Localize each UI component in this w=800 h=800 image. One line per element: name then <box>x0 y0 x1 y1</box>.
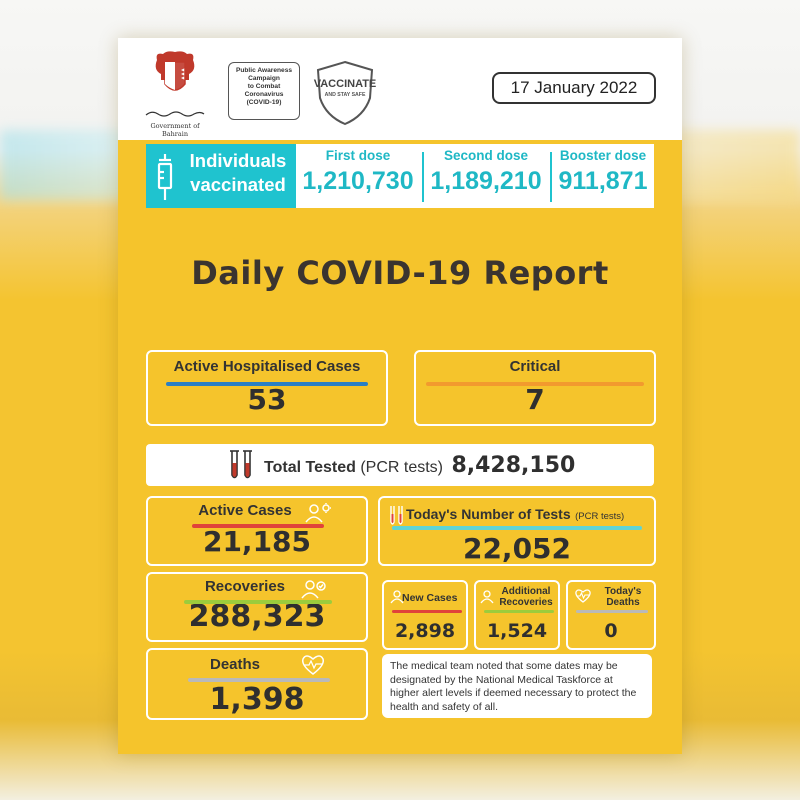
todays-deaths-line2: Deaths <box>606 597 640 608</box>
recoveries-label: Recoveries <box>204 578 286 595</box>
total-tested-sub: (PCR tests) <box>360 459 443 476</box>
report-title: Daily COVID-19 Report <box>191 254 609 292</box>
government-name: Government of Bahrain <box>150 122 200 138</box>
vaccinate-title: VACCINATE <box>313 78 377 90</box>
campaign-line: Campaign <box>248 75 280 82</box>
recoveries-value: 288,323 <box>188 599 326 634</box>
todays-tests-value: 22,052 <box>462 532 572 565</box>
medical-team-note: The medical team noted that some dates m… <box>382 654 652 718</box>
campaign-line: (COVID-19) <box>246 99 282 106</box>
total-tested-value: 8,428,150 <box>451 453 576 478</box>
booster-dose: Booster dose 911,871 <box>552 147 654 197</box>
vaccinate-subtitle: AND STAY SAFE <box>324 92 366 98</box>
total-tested-text: Total Tested (PCR tests) 8,428,150 <box>264 444 575 490</box>
covid-report-poster: Government of Bahrain Public Awareness C… <box>118 38 682 754</box>
red-bar <box>192 524 324 528</box>
additional-recoveries-line1: Additional <box>501 586 551 597</box>
active-cases-card: Active Cases 21,185 <box>146 496 368 566</box>
campaign-line: to Combat <box>247 83 281 90</box>
individuals-vaccinated-label: Individuals vaccinated <box>180 149 296 197</box>
additional-recoveries-value: 1,524 <box>486 620 548 642</box>
syringe-icon <box>157 154 173 200</box>
active-cases-label: Active Cases <box>198 502 292 519</box>
cyan-bar <box>392 526 642 530</box>
blue-bar <box>166 382 368 386</box>
person-icon <box>390 590 404 604</box>
first-dose-label: First dose <box>325 148 391 163</box>
first-dose: First dose 1,210,730 <box>298 147 418 197</box>
people-virus-icon <box>305 503 331 523</box>
recoveries-card: Recoveries 288,323 <box>146 572 368 642</box>
report-date: 17 January 2022 <box>492 72 656 104</box>
divider <box>550 152 552 202</box>
vaccination-row: Individuals vaccinated First dose 1,210,… <box>146 144 654 208</box>
individuals-vaccinated-badge: Individuals vaccinated <box>146 144 296 208</box>
deaths-card: Deaths 1,398 <box>146 648 368 720</box>
vaccinate-shield: VACCINATE AND STAY SAFE <box>310 58 380 128</box>
hospitalised-value: 53 <box>247 383 287 416</box>
total-tested-card: Total Tested (PCR tests) 8,428,150 <box>146 444 654 486</box>
additional-recoveries-label: Additional Recoveries <box>492 586 560 608</box>
test-tubes-icon <box>390 506 403 525</box>
green-bar <box>184 600 332 604</box>
booster-dose-label: Booster dose <box>559 148 647 163</box>
new-cases-label: New Cases <box>402 592 458 604</box>
second-dose: Second dose 1,189,210 <box>424 147 548 197</box>
todays-deaths-line1: Today's <box>604 586 642 597</box>
total-tested-label: Total Tested <box>264 459 356 476</box>
todays-deaths-label: Today's Deaths <box>590 586 656 608</box>
vaccinated-label-line1: Individuals <box>189 150 287 171</box>
hospitalised-card: Active Hospitalised Cases 53 <box>146 350 388 426</box>
todays-tests-sub: (PCR tests) <box>575 511 625 522</box>
green-bar <box>484 610 554 613</box>
heart-pulse-icon <box>575 589 591 603</box>
todays-tests-heading: Today's Number of Tests (PCR tests) <box>406 506 624 524</box>
arabic-calligraphy <box>145 111 205 117</box>
grey-bar <box>188 678 330 682</box>
additional-recoveries-line2: Recoveries <box>499 597 553 608</box>
deaths-value: 1,398 <box>209 682 305 717</box>
booster-dose-value: 911,871 <box>558 167 648 195</box>
new-cases-value: 2,898 <box>394 620 456 642</box>
first-dose-value: 1,210,730 <box>302 167 414 195</box>
shield-icon <box>316 60 374 126</box>
heart-pulse-icon <box>301 655 325 675</box>
orange-bar <box>426 382 644 386</box>
second-dose-value: 1,189,210 <box>430 167 542 195</box>
campaign-badge: Public Awareness Campaign to Combat Coro… <box>228 62 300 120</box>
todays-deaths-value: 0 <box>604 620 618 642</box>
test-tubes-icon <box>230 450 252 479</box>
government-logo: Government of Bahrain <box>140 50 210 138</box>
campaign-line: Public Awareness <box>235 67 293 74</box>
critical-card: Critical 7 <box>414 350 656 426</box>
divider <box>422 152 424 202</box>
deaths-label: Deaths <box>210 656 261 673</box>
second-dose-label: Second dose <box>443 148 529 163</box>
red-bar <box>392 610 462 613</box>
critical-value: 7 <box>525 383 545 416</box>
hospitalised-label: Active Hospitalised Cases <box>173 358 361 375</box>
todays-deaths-card: Today's Deaths 0 <box>566 580 656 650</box>
header: Government of Bahrain Public Awareness C… <box>118 38 682 140</box>
bahrain-crest-icon <box>155 51 195 91</box>
vaccinated-label-line2: vaccinated <box>190 174 286 195</box>
active-cases-value: 21,185 <box>202 525 312 558</box>
grey-bar <box>576 610 648 613</box>
people-recovery-icon <box>301 580 326 599</box>
critical-label: Critical <box>509 358 561 375</box>
new-cases-card: New Cases 2,898 <box>382 580 468 650</box>
person-icon <box>480 590 494 604</box>
additional-recoveries-card: Additional Recoveries 1,524 <box>474 580 560 650</box>
todays-tests-label: Today's Number of Tests <box>406 506 571 522</box>
todays-tests-card: Today's Number of Tests (PCR tests) 22,0… <box>378 496 656 566</box>
campaign-line: Coronavirus <box>244 91 284 98</box>
